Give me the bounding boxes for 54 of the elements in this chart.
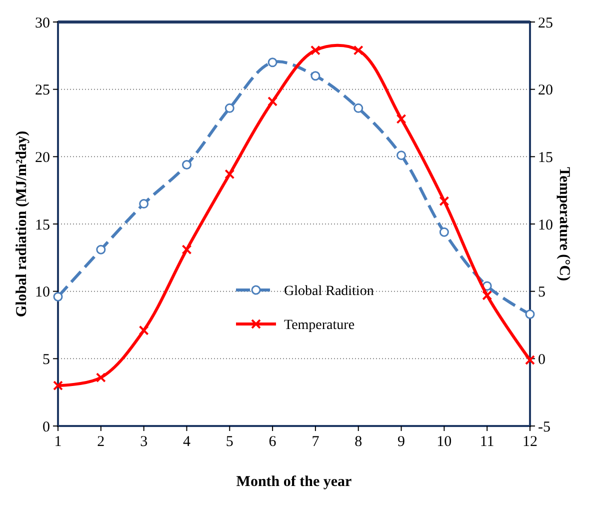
point — [396, 114, 406, 124]
point — [268, 96, 278, 106]
legend-label: Temperature — [284, 318, 355, 333]
legend-label: Global Radition — [284, 284, 374, 299]
y-tick-label: 30 — [35, 15, 50, 32]
point — [525, 309, 535, 319]
point — [439, 227, 449, 237]
point — [182, 160, 192, 170]
y2-tick-label: 20 — [538, 82, 553, 99]
point — [310, 71, 320, 81]
x-tick-label: 12 — [522, 434, 538, 450]
y-tick-label: 20 — [35, 150, 50, 166]
x-tick-label: 10 — [436, 434, 452, 450]
point — [138, 325, 149, 336]
point — [96, 372, 106, 383]
x-tick-label: 8 — [354, 434, 362, 450]
point — [268, 58, 278, 68]
point — [139, 199, 149, 209]
x-tick-label: 6 — [268, 434, 277, 450]
point — [224, 169, 235, 180]
point — [482, 290, 492, 300]
y2-tick-label: -5 — [538, 419, 550, 436]
point — [53, 380, 63, 391]
y2-tick-label: 25 — [538, 15, 553, 32]
y-tick-label: 25 — [35, 82, 50, 99]
point — [525, 355, 535, 366]
point — [96, 244, 106, 254]
y2-tick-label: 0 — [538, 352, 546, 368]
y-axis-title: Global radiation (MJ/m²day) — [14, 130, 30, 318]
point — [354, 103, 364, 113]
point — [53, 292, 63, 302]
y2-tick-label: 15 — [538, 150, 553, 166]
y-tick-label: 10 — [35, 284, 50, 301]
point — [310, 45, 320, 56]
y-tick-label: 15 — [35, 217, 50, 234]
x-tick-label: 4 — [182, 434, 191, 450]
y2-tick-label: 5 — [538, 284, 546, 301]
point — [353, 45, 364, 56]
point — [439, 196, 450, 206]
y2-axis-title: Temperature (°C) — [556, 167, 572, 281]
x-tick-label: 9 — [398, 434, 406, 450]
x-axis-title: Month of the year — [236, 474, 352, 490]
point — [224, 103, 234, 113]
x-tick-label: 5 — [226, 434, 234, 450]
x-tick-label: 3 — [140, 434, 148, 450]
point — [396, 150, 406, 160]
y2-tick-label: 10 — [538, 217, 553, 234]
x-tick-label: 7 — [312, 434, 320, 450]
x-tick-label: 11 — [480, 434, 494, 450]
point — [182, 244, 192, 255]
x-tick-label: 2 — [97, 434, 105, 450]
y-tick-label: 5 — [42, 352, 50, 368]
x-tick-label: 1 — [54, 434, 62, 450]
y-tick-label: 0 — [42, 419, 50, 436]
